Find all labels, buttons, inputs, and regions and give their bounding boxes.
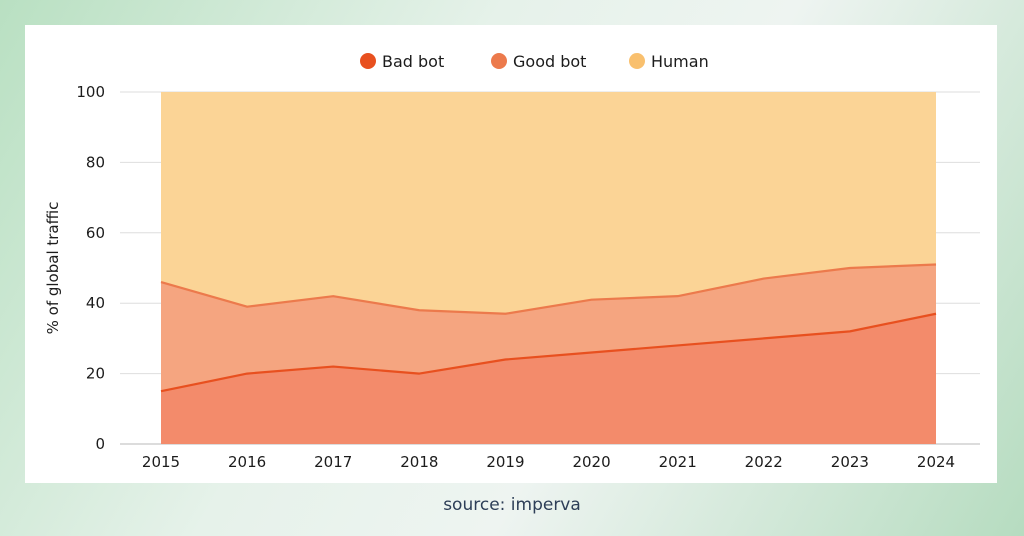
- area-chart: 0 20 40 60 80 100 2015 2016 2017 2018 2019 2020 2021…: [44, 52, 980, 471]
- y-axis-label: % of global traffic: [44, 202, 62, 335]
- x-tick-label: 2023: [831, 453, 869, 471]
- legend-label: Good bot: [513, 52, 586, 71]
- x-tick-label: 2024: [917, 453, 955, 471]
- x-tick-label: 2015: [142, 453, 180, 471]
- legend-marker: [629, 53, 645, 69]
- x-tick-label: 2017: [314, 453, 352, 471]
- y-tick-label: 60: [86, 224, 105, 242]
- y-tick-label: 40: [86, 294, 105, 312]
- x-tick-label: 2020: [572, 453, 610, 471]
- x-tick-label: 2022: [745, 453, 783, 471]
- y-tick-label: 80: [86, 153, 105, 171]
- legend-label: Human: [651, 52, 709, 71]
- y-tick-label: 20: [86, 365, 105, 383]
- x-tick-label: 2021: [659, 453, 697, 471]
- y-tick-label: 100: [76, 83, 105, 101]
- line-bad-bot: [160, 312, 937, 393]
- area-good-bot: [161, 264, 936, 392]
- x-tick-label: 2016: [228, 453, 266, 471]
- area-bad-bot: [161, 313, 936, 444]
- area-human: [161, 92, 936, 314]
- chart-card: 0 20 40 60 80 100 2015 2016 2017 2018 2019 2020 2021…: [25, 25, 997, 483]
- x-tick-label: 2019: [486, 453, 524, 471]
- legend-marker: [360, 53, 376, 69]
- y-tick-label: 0: [95, 435, 105, 453]
- legend-marker: [491, 53, 507, 69]
- source-caption: source: imperva: [443, 495, 581, 515]
- line-good-bot: [160, 263, 937, 315]
- legend-label: Bad bot: [382, 52, 444, 71]
- x-tick-label: 2018: [400, 453, 438, 471]
